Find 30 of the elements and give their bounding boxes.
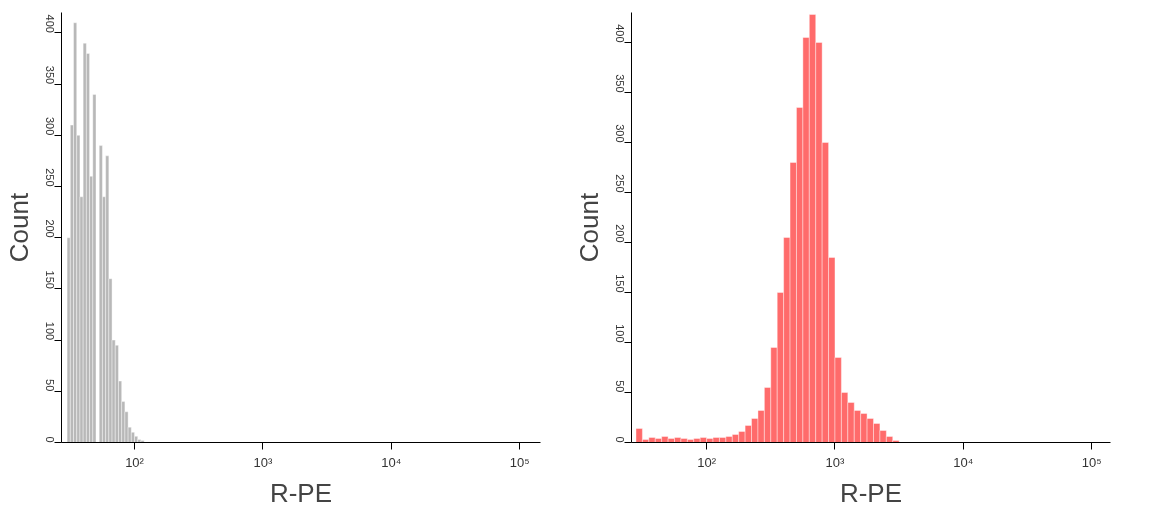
y-axis-title: Count <box>573 192 604 263</box>
x-tick-label: 10⁴ <box>953 454 974 470</box>
y-tick-label: 150 <box>43 270 56 289</box>
y-tick-label: 350 <box>43 65 56 85</box>
x-tick-label: 10⁵ <box>1081 454 1102 470</box>
y-tick-label: 300 <box>613 124 626 143</box>
x-tick-label: 10³ <box>825 454 846 470</box>
x-tick-label: 10² <box>125 454 145 470</box>
y-tick-label: 400 <box>43 14 56 33</box>
y-tick-label: 300 <box>43 117 56 136</box>
y-tick-label: 250 <box>613 174 626 193</box>
y-tick-label: 350 <box>613 74 626 93</box>
y-tick-label: 50 <box>43 379 56 392</box>
x-tick-label: 10⁴ <box>381 454 402 470</box>
x-tick-label: 10³ <box>253 454 274 470</box>
x-tick-label: 10⁵ <box>509 454 530 470</box>
y-axis-title: Count <box>3 192 34 263</box>
y-tick-label: 0 <box>613 436 626 443</box>
y-tick-label: 100 <box>613 324 626 343</box>
y-tick-label: 400 <box>613 24 626 43</box>
x-axis-title: R-PE <box>839 477 903 508</box>
y-tick-label: 150 <box>613 274 626 293</box>
y-tick-label: 50 <box>613 380 626 393</box>
y-tick-label: 100 <box>43 321 56 341</box>
x-tick-label: 10² <box>697 454 717 470</box>
y-tick-label: 0 <box>43 436 56 443</box>
y-tick-label: 200 <box>613 224 626 243</box>
y-tick-label: 200 <box>43 219 56 238</box>
y-tick-label: 250 <box>43 168 56 187</box>
x-axis-title: R-PE <box>269 477 333 508</box>
